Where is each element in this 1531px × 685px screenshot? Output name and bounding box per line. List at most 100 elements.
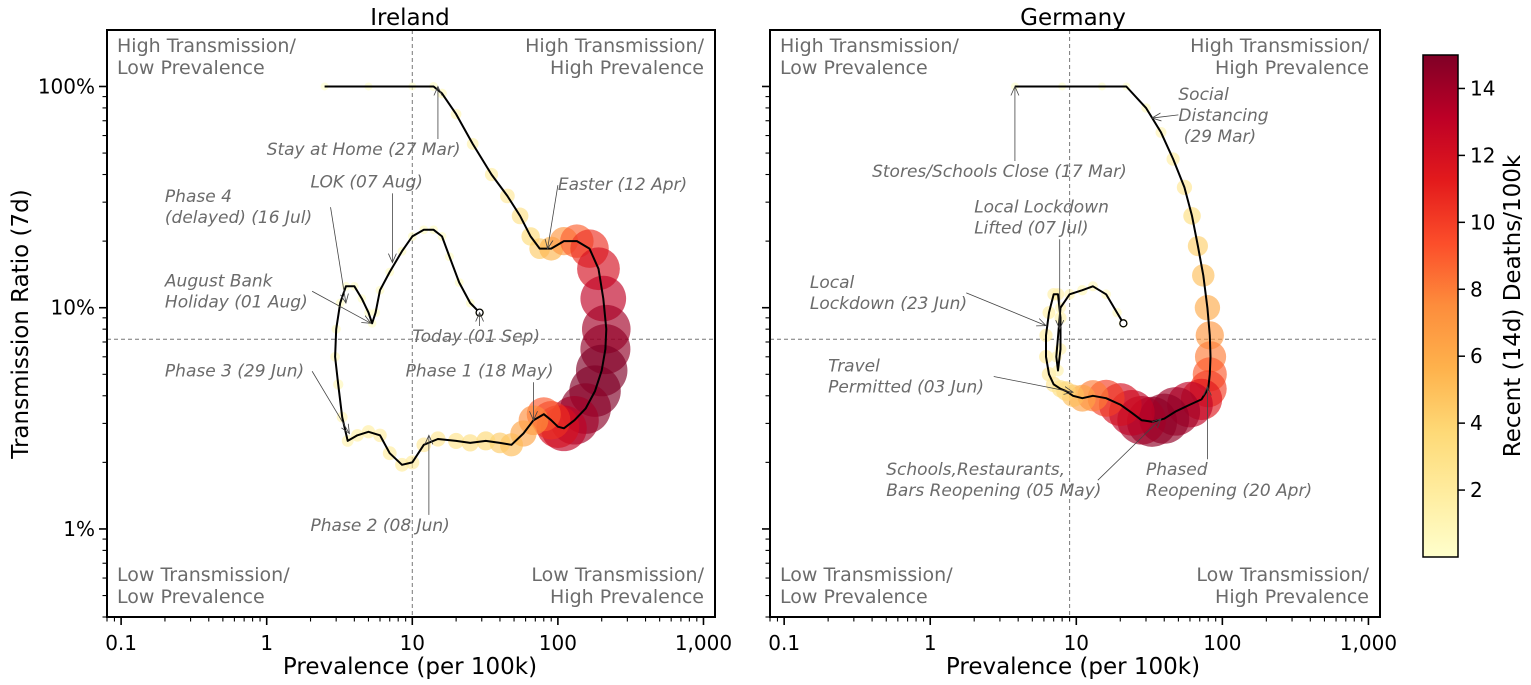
x-tick-label: 100: [1203, 631, 1241, 655]
y-axis-label: Transmission Ratio (7d): [8, 189, 34, 459]
annotation-text: Easter (12 Apr): [558, 175, 687, 195]
quadrant-label-line: High Prevalence: [550, 586, 704, 608]
today-marker: [1119, 319, 1128, 328]
annotation-text: Phase 2 (08 Jun): [311, 516, 450, 536]
annotation-text: LOK (07 Aug): [311, 172, 423, 192]
annotation-line: (delayed) (16 Jul): [165, 208, 312, 228]
quadrant-label-top-right: High Transmission/High Prevalence: [1190, 35, 1369, 79]
annotation-line: Phase 4: [165, 187, 232, 207]
annotation-line: Permitted (03 Jun): [828, 377, 984, 397]
annotation-line: August Bank: [164, 271, 274, 291]
x-tick-label: 1,000: [1340, 631, 1397, 655]
germany-title: Germany: [1020, 5, 1126, 31]
quadrant-label-bottom-right: Low Transmission/High Prevalence: [1196, 564, 1369, 608]
quadrant-label-line: Low Transmission/: [117, 564, 290, 586]
annotation-text: Local Lockdown (23 Jun): [810, 273, 967, 314]
x-tick-label: 0.1: [105, 631, 137, 655]
colorbar-tick-label: 14: [1470, 76, 1495, 100]
x-tick-label: 10: [1064, 631, 1089, 655]
annotation-arrow: [966, 292, 1046, 326]
quadrant-label-bottom-left: Low Transmission/Low Prevalence: [117, 564, 290, 608]
quadrant-label-line: High Prevalence: [550, 57, 704, 79]
y-tick-label: 10%: [51, 296, 95, 320]
annotation-text: Travel Permitted (03 Jun): [828, 356, 984, 397]
annotation-line: Phase 3 (29 Jun): [165, 361, 304, 381]
annotation-line: Travel: [828, 356, 880, 376]
annotation-text: Local Lockdown Lifted (07 Jul): [974, 197, 1109, 238]
x-tick-label: 100: [539, 631, 577, 655]
annotation-line: Local: [810, 273, 855, 293]
annotation-line: Schools,Restaurants,: [886, 460, 1065, 480]
annotation-text: Phase 3 (29 Jun): [165, 361, 304, 381]
annotation-arrow: [548, 185, 559, 248]
colorbar-tick-label: 2: [1470, 478, 1483, 502]
colorbar-tick-label: 8: [1470, 277, 1483, 301]
annotation-arrow: [311, 371, 349, 433]
ireland-panel: Ireland Prevalence (per 100k) Transmissi…: [8, 5, 732, 680]
annotation-line: Lockdown (23 Jun): [810, 294, 967, 314]
annotation-line: Bars Reopening (05 May): [886, 481, 1101, 501]
annotation-line: Holiday (01 Aug): [165, 292, 308, 312]
colorbar-tick-label: 4: [1470, 411, 1483, 435]
colorbar-tick-label: 10: [1470, 210, 1495, 234]
quadrant-label-line: Low Transmission/: [780, 564, 953, 586]
annotation-line: Today (01 Sep): [412, 327, 540, 347]
ireland-title: Ireland: [370, 5, 450, 31]
quadrant-label-line: High Transmission/: [525, 35, 704, 57]
annotation-line: Stay at Home (27 Mar): [267, 140, 461, 160]
y-tick-label: 100%: [38, 74, 95, 98]
quadrant-label-bottom-left: Low Transmission/Low Prevalence: [780, 564, 953, 608]
quadrant-label-line: Low Prevalence: [117, 57, 265, 79]
y-tick-label: 1%: [63, 517, 95, 541]
quadrant-label-line: High Prevalence: [1215, 57, 1369, 79]
annotation-arrow: [330, 207, 346, 303]
colorbar-tick-label: 6: [1470, 344, 1483, 368]
quadrant-label-line: High Transmission/: [780, 35, 959, 57]
annotation-arrow: [1097, 419, 1161, 481]
annotation-arrow: [1152, 115, 1179, 118]
annotation-line: Phased: [1146, 460, 1208, 480]
annotation-line: Phase 2 (08 Jun): [311, 516, 450, 536]
annotation-text: Phase 1 (18 May): [406, 361, 554, 381]
germany-panel: Germany Prevalence (per 100k) High Trans…: [762, 5, 1397, 680]
trajectory-line: [1014, 85, 1212, 423]
annotation-line: Social: [1178, 85, 1229, 105]
annotation-line: Reopening (20 Apr): [1146, 481, 1312, 501]
annotation-text: August Bank Holiday (01 Aug): [164, 271, 308, 312]
quadrant-label-line: Low Prevalence: [117, 586, 265, 608]
annotation-line: Local Lockdown: [974, 197, 1109, 217]
x-tick-label: 1,000: [675, 631, 732, 655]
quadrant-label-top-right: High Transmission/High Prevalence: [525, 35, 704, 79]
colorbar-scale: [1422, 54, 1459, 558]
colorbar-tick-label: 12: [1470, 143, 1495, 167]
annotation-arrow: [993, 376, 1073, 392]
annotation-text: Phased Reopening (20 Apr): [1146, 460, 1312, 501]
x-tick-label: 10: [400, 631, 425, 655]
plot-frame: [106, 29, 716, 618]
annotation-line: (29 Mar): [1178, 127, 1256, 147]
quadrant-label-line: Low Transmission/: [1196, 564, 1369, 586]
quadrant-label-bottom-right: Low Transmission/High Prevalence: [531, 564, 704, 608]
annotation-text: Phase 4 (delayed) (16 Jul): [165, 187, 312, 228]
annotation-line: LOK (07 Aug): [311, 172, 423, 192]
quadrant-label-line: High Transmission/: [1190, 35, 1369, 57]
annotation-text: Today (01 Sep): [412, 327, 540, 347]
annotation-text: Stay at Home (27 Mar): [267, 140, 461, 160]
germany-x-axis-label: Prevalence (per 100k): [946, 654, 1200, 680]
quadrant-label-top-left: High Transmission/Low Prevalence: [780, 35, 959, 79]
annotation-arrow: [311, 290, 371, 323]
annotation-line: Distancing: [1178, 106, 1268, 126]
x-tick-label: 1: [924, 631, 937, 655]
annotation-line: Phase 1 (18 May): [406, 361, 554, 381]
quadrant-label-line: High Transmission/: [117, 35, 296, 57]
ireland-x-axis-label: Prevalence (per 100k): [283, 654, 537, 680]
quadrant-label-line: High Prevalence: [1215, 586, 1369, 608]
quadrant-label-top-left: High Transmission/Low Prevalence: [117, 35, 296, 79]
trajectory-line: [324, 85, 608, 466]
annotation-text: Social Distancing (29 Mar): [1178, 85, 1268, 147]
annotation-line: Stores/Schools Close (17 Mar): [872, 162, 1127, 182]
colorbar: Recent (14d) Deaths/100k 2 4 6 8 10 12 14: [1422, 54, 1526, 558]
annotation-line: Lifted (07 Jul): [974, 218, 1088, 238]
x-tick-label: 1: [260, 631, 273, 655]
